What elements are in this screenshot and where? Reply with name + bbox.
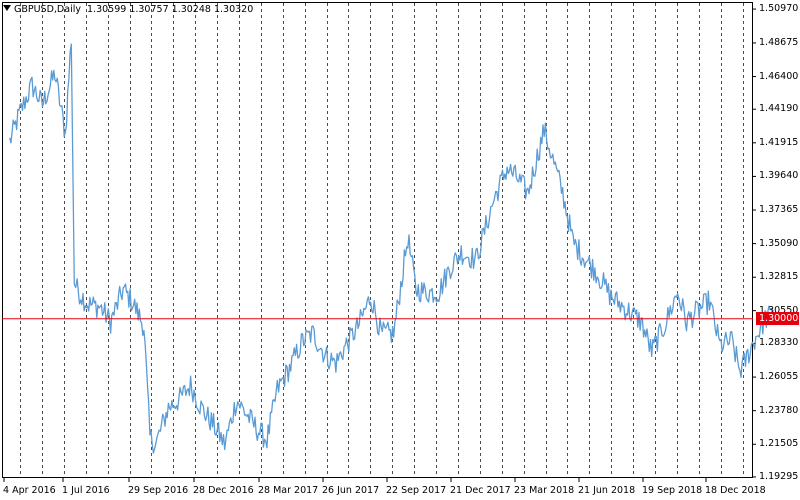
y-tick-label: 1.39640 xyxy=(759,170,799,182)
plot-frame xyxy=(2,2,753,478)
y-tick-label: 1.48675 xyxy=(759,36,799,48)
ohlc-open: 1.30599 xyxy=(87,4,127,15)
y-tick-label: 1.23780 xyxy=(759,404,799,416)
chart-header: GBPUSD,Daily 1.30599 1.30757 1.30248 1.3… xyxy=(3,4,253,15)
ohlc-close: 1.30320 xyxy=(213,4,254,15)
y-tick-label: 1.28330 xyxy=(759,337,799,349)
x-tick-label: 28 Dec 2016 xyxy=(193,485,254,496)
y-tick-label: 1.37365 xyxy=(759,204,799,215)
y-tick-label: 1.26055 xyxy=(759,371,799,383)
symbol-label: GBPUSD,Daily xyxy=(14,4,81,15)
x-tick-label: 18 Dec 2018 xyxy=(705,485,766,496)
x-tick-label: 28 Mar 2017 xyxy=(258,485,319,496)
price-series-line xyxy=(9,43,774,454)
ohlc-high: 1.30757 xyxy=(129,4,169,15)
x-tick-label: 4 Apr 2016 xyxy=(3,485,56,496)
ohlc-low: 1.30248 xyxy=(171,4,211,15)
y-tick-label: 1.44190 xyxy=(759,103,799,115)
chevron-down-icon[interactable] xyxy=(3,5,11,11)
price-level-badge: 1.30000 xyxy=(756,312,799,326)
x-tick-label: 21 Jun 2018 xyxy=(578,485,636,496)
x-tick-label: 22 Sep 2017 xyxy=(386,485,447,496)
y-tick-label: 1.32815 xyxy=(759,271,799,283)
y-tick-label: 1.30550 xyxy=(759,304,799,316)
x-tick-label: 19 Sep 2018 xyxy=(642,485,703,496)
x-tick-label: 21 Dec 2017 xyxy=(450,485,511,496)
grid-lines xyxy=(20,3,744,477)
y-tick-label: 1.21505 xyxy=(759,438,799,450)
y-tick-label: 1.41915 xyxy=(759,136,799,148)
x-tick-label: 26 Jun 2017 xyxy=(322,485,380,496)
x-tick-label: 29 Sep 2016 xyxy=(128,485,189,496)
y-tick-label: 1.50970 xyxy=(759,3,799,15)
x-tick-label: 1 Jul 2016 xyxy=(62,485,110,496)
y-tick-label: 1.46400 xyxy=(759,70,799,82)
x-tick-label: 23 Mar 2018 xyxy=(514,485,575,496)
y-tick-label: 1.35090 xyxy=(759,237,799,249)
y-tick-label: 1.19295 xyxy=(759,470,799,482)
axis-marks xyxy=(3,8,756,482)
